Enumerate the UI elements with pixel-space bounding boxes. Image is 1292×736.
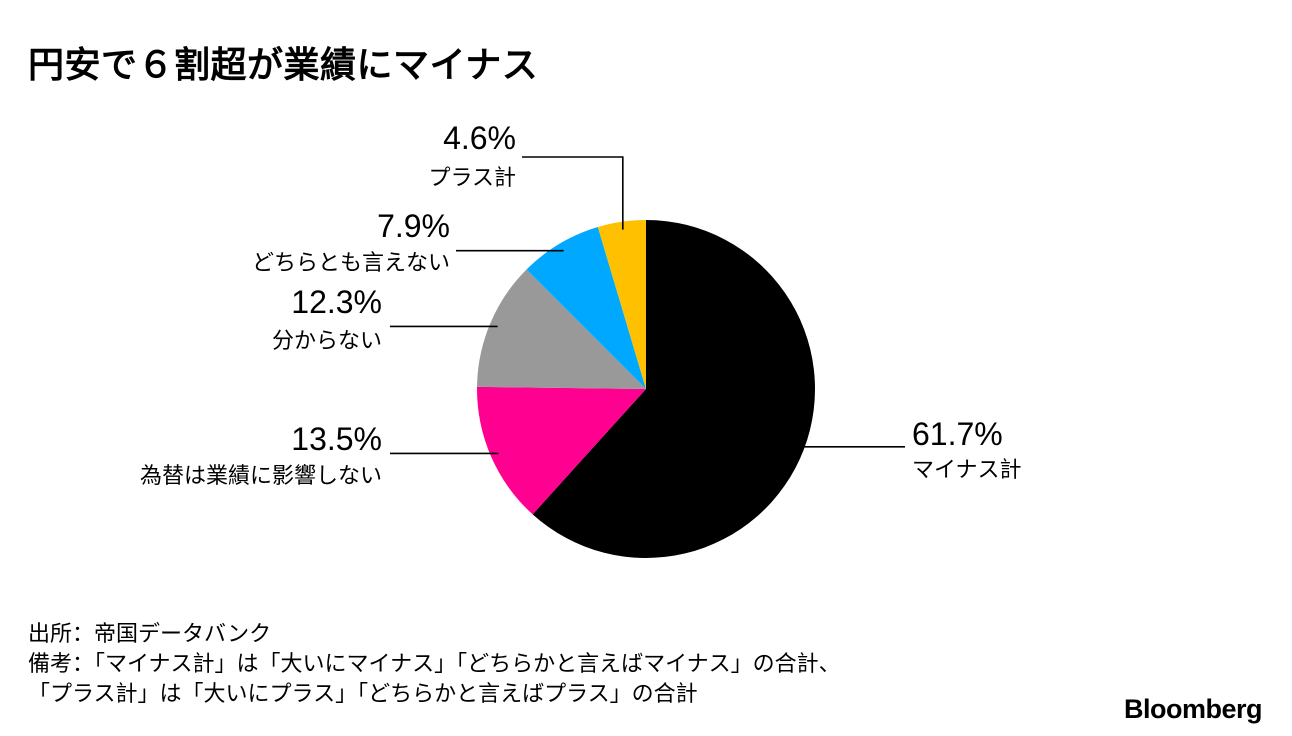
slice-labels: 61.7% マイナス計 13.5% 為替は業績に影響しない 12.3% 分からない 7.9%… <box>140 120 1022 489</box>
pie-slice-3 <box>477 269 646 389</box>
bloomberg-logo: Bloomberg <box>1123 694 1263 724</box>
slice-value-label-2: 13.5% <box>291 421 382 457</box>
slice-value-label-3: 12.3% <box>291 284 382 320</box>
slice-category-label-5: プラス計 <box>428 166 516 191</box>
source-note: 出所：帝国データバンク <box>28 622 272 647</box>
slice-category-label-2: 為替は業績に影響しない <box>140 464 382 489</box>
pie-slice-5 <box>597 220 646 389</box>
slice-category-label-1: マイナス計 <box>912 458 1022 483</box>
slice-value-label-4: 7.9% <box>377 208 450 244</box>
leader-line-5 <box>522 156 624 230</box>
pie-slice-4 <box>526 227 646 389</box>
slice-value-label-5: 4.6% <box>443 120 516 156</box>
remarks-line-2: 「プラス計」は「大いにプラス」「どちらかと言えばプラス」の合計 <box>28 682 698 707</box>
pie-slices <box>477 220 815 558</box>
chart-title: 円安で６割超が業績にマイナス <box>28 45 539 86</box>
leader-lines <box>390 156 905 455</box>
chart-footer: 出所：帝国データバンク 備考：「マイナス計」は「大いにマイナス」「どちらかと言え… <box>28 620 841 710</box>
pie-slice-1 <box>532 220 815 558</box>
slice-value-label-1: 61.7% <box>912 416 1003 452</box>
slice-category-label-3: 分からない <box>272 329 382 354</box>
pie-slice-2 <box>477 386 646 515</box>
remarks-line-1: 備考：「マイナス計」は「大いにマイナス」「どちらかと言えばマイナス」の合計、 <box>28 652 841 677</box>
slice-category-label-4: どちらとも言えない <box>252 251 450 276</box>
